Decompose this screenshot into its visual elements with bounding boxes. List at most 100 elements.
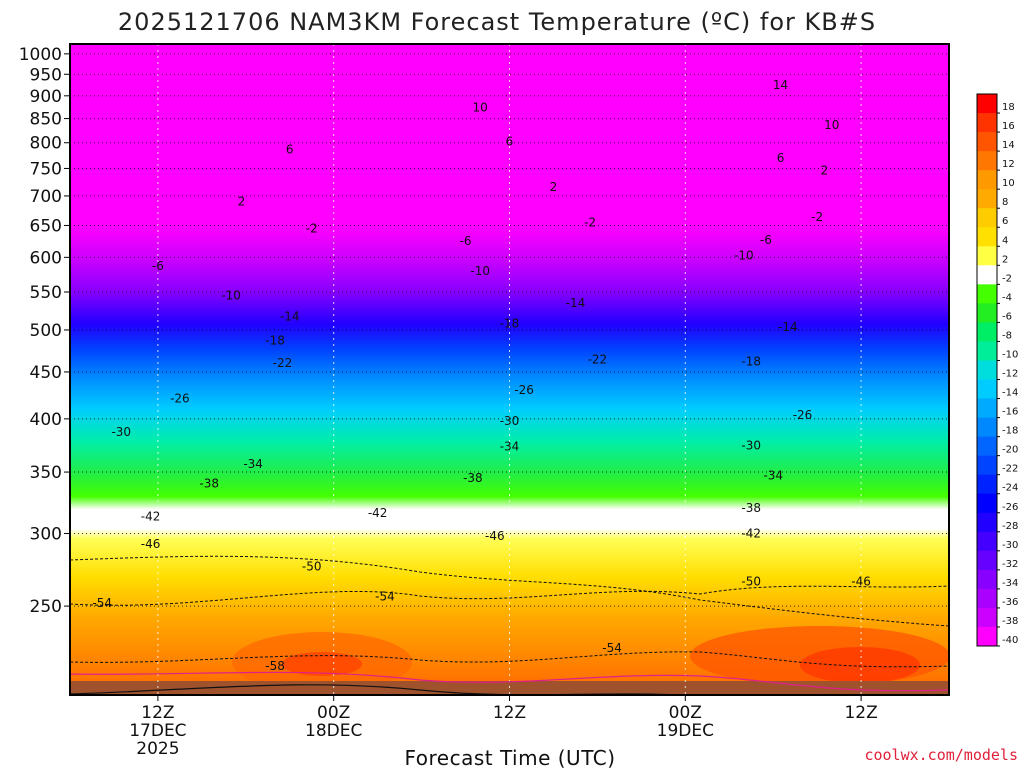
colorbar-label: -20 <box>1002 445 1018 456</box>
colorbar-swatch <box>977 626 997 647</box>
contour-label: -18 <box>265 333 285 347</box>
colorbar-swatch <box>977 322 997 342</box>
contour-label: -2 <box>306 222 318 236</box>
colorbar-swatch <box>977 227 997 247</box>
isotherm-6 <box>70 585 949 606</box>
colorbar-label: -36 <box>1002 597 1018 608</box>
colorbar-swatch <box>977 398 997 419</box>
colorbar-label: -16 <box>1002 407 1018 418</box>
colorbar-swatch <box>977 208 997 228</box>
contour-label: -34 <box>763 468 783 482</box>
colorbar-swatch <box>977 474 997 495</box>
colorbar-label: 6 <box>1002 216 1008 227</box>
colorbar-label: -14 <box>1002 388 1018 399</box>
colorbar-label: 10 <box>1002 178 1015 189</box>
contour-label: -30 <box>111 425 131 439</box>
colorbar-label: -4 <box>1002 292 1012 303</box>
pressure-tick-label: 900 <box>30 87 62 107</box>
colorbar-swatch <box>977 417 997 438</box>
isotherm-zero <box>70 671 949 692</box>
colorbar-frame <box>976 93 998 647</box>
contour-label: -6 <box>760 233 772 247</box>
contour-label: -42 <box>368 506 388 520</box>
contour-label: -54 <box>92 596 112 610</box>
colorbar-label: 16 <box>1002 121 1015 132</box>
colorbar-swatch <box>977 531 997 552</box>
color-scale: 18 16 14 12 10 8 6 4 2 -2 -4 -6 -8 -10 -12 -14 -16 -18 -20… <box>976 93 1018 647</box>
colorbar-swatch <box>977 550 997 571</box>
colorbar-label: -6 <box>1002 311 1012 322</box>
contour-label: -18 <box>500 317 520 331</box>
contour-label: -54 <box>602 641 622 655</box>
colorbar-label: -30 <box>1002 540 1018 551</box>
contour-label: -10 <box>734 248 754 262</box>
contour-label: -34 <box>243 457 263 471</box>
colorbar-label: 2 <box>1002 254 1008 265</box>
pressure-tick-label: 700 <box>30 187 62 207</box>
colorbar-swatch <box>977 569 997 590</box>
pressure-tick-label: 550 <box>30 283 62 303</box>
time-tick-label: 12Z <box>844 703 877 723</box>
pressure-axis: 250 300 350 400 450 500 550 600 650 700 750 800 850 9… <box>19 45 70 617</box>
time-tick-label: 17DEC <box>129 721 186 741</box>
contour-label: -42 <box>141 510 161 524</box>
colorbar-swatch <box>977 588 997 609</box>
contour-label: -22 <box>273 356 293 370</box>
contour-label: 2 <box>238 195 246 209</box>
contour-label: 6 <box>506 135 514 149</box>
contour-label: 10 <box>824 118 839 132</box>
contour-label: -10 <box>221 289 241 303</box>
colorbar-swatch <box>977 341 997 361</box>
colorbar-swatch <box>977 189 997 209</box>
pressure-tick-label: 800 <box>30 134 62 154</box>
contour-label: -42 <box>741 526 761 540</box>
pressure-tick-label: 450 <box>30 363 62 383</box>
contour-label: -58 <box>265 659 285 673</box>
colorbar-swatch <box>977 132 997 152</box>
isotherm-10 <box>70 555 949 627</box>
pressure-tick-label: 500 <box>30 321 62 341</box>
colorbar-label: -24 <box>1002 483 1018 494</box>
contour-label: -34 <box>500 440 520 454</box>
colorbar-label: -40 <box>1002 635 1018 646</box>
colorbar-swatch <box>977 379 997 400</box>
time-tick-label: 00Z <box>317 703 350 723</box>
colorbar-swatch <box>977 455 997 476</box>
contour-label: -50 <box>302 560 322 574</box>
contour-label: -18 <box>741 354 761 368</box>
time-tick-label: 18DEC <box>305 721 362 741</box>
time-tick-label: 19DEC <box>657 721 714 741</box>
contour-label: -50 <box>741 574 761 588</box>
pressure-tick-label: 1000 <box>19 45 62 65</box>
chart-title: 2025121706 NAM3KM Forecast Temperature (… <box>118 8 876 36</box>
warm-core-shading <box>232 626 949 692</box>
contour-label: -46 <box>141 537 161 551</box>
time-tick-label: 12Z <box>493 703 526 723</box>
contour-label: -38 <box>463 471 483 485</box>
colorbar-label: 8 <box>1002 197 1008 208</box>
pressure-gridlines <box>70 53 949 607</box>
colorbar-swatch <box>977 284 997 304</box>
time-gridlines <box>157 44 862 695</box>
colorbar-swatch <box>977 113 997 133</box>
pressure-tick-label: 850 <box>30 110 62 130</box>
contour-label: -54 <box>375 590 395 604</box>
colorbar-label: -18 <box>1002 426 1018 437</box>
pressure-tick-label: 600 <box>30 248 62 268</box>
colorbar-label: -10 <box>1002 349 1018 360</box>
colorbar-swatch <box>977 512 997 533</box>
colorbar-swatch <box>977 246 997 266</box>
contour-label: 2 <box>550 180 558 194</box>
colorbar-label: -22 <box>1002 464 1018 475</box>
contour-label: 2 <box>821 164 829 178</box>
contour-label: 10 <box>473 100 488 114</box>
colorbar-label: -28 <box>1002 521 1018 532</box>
credit-link[interactable]: coolwx.com/models <box>864 746 1018 764</box>
colorbar-swatch <box>977 151 997 171</box>
pressure-tick-label: 650 <box>30 216 62 236</box>
pressure-tick-label: 300 <box>30 524 62 544</box>
pressure-tick-label: 750 <box>30 159 62 179</box>
contour-label: -46 <box>485 529 505 543</box>
colorbar-label: 14 <box>1002 140 1015 151</box>
